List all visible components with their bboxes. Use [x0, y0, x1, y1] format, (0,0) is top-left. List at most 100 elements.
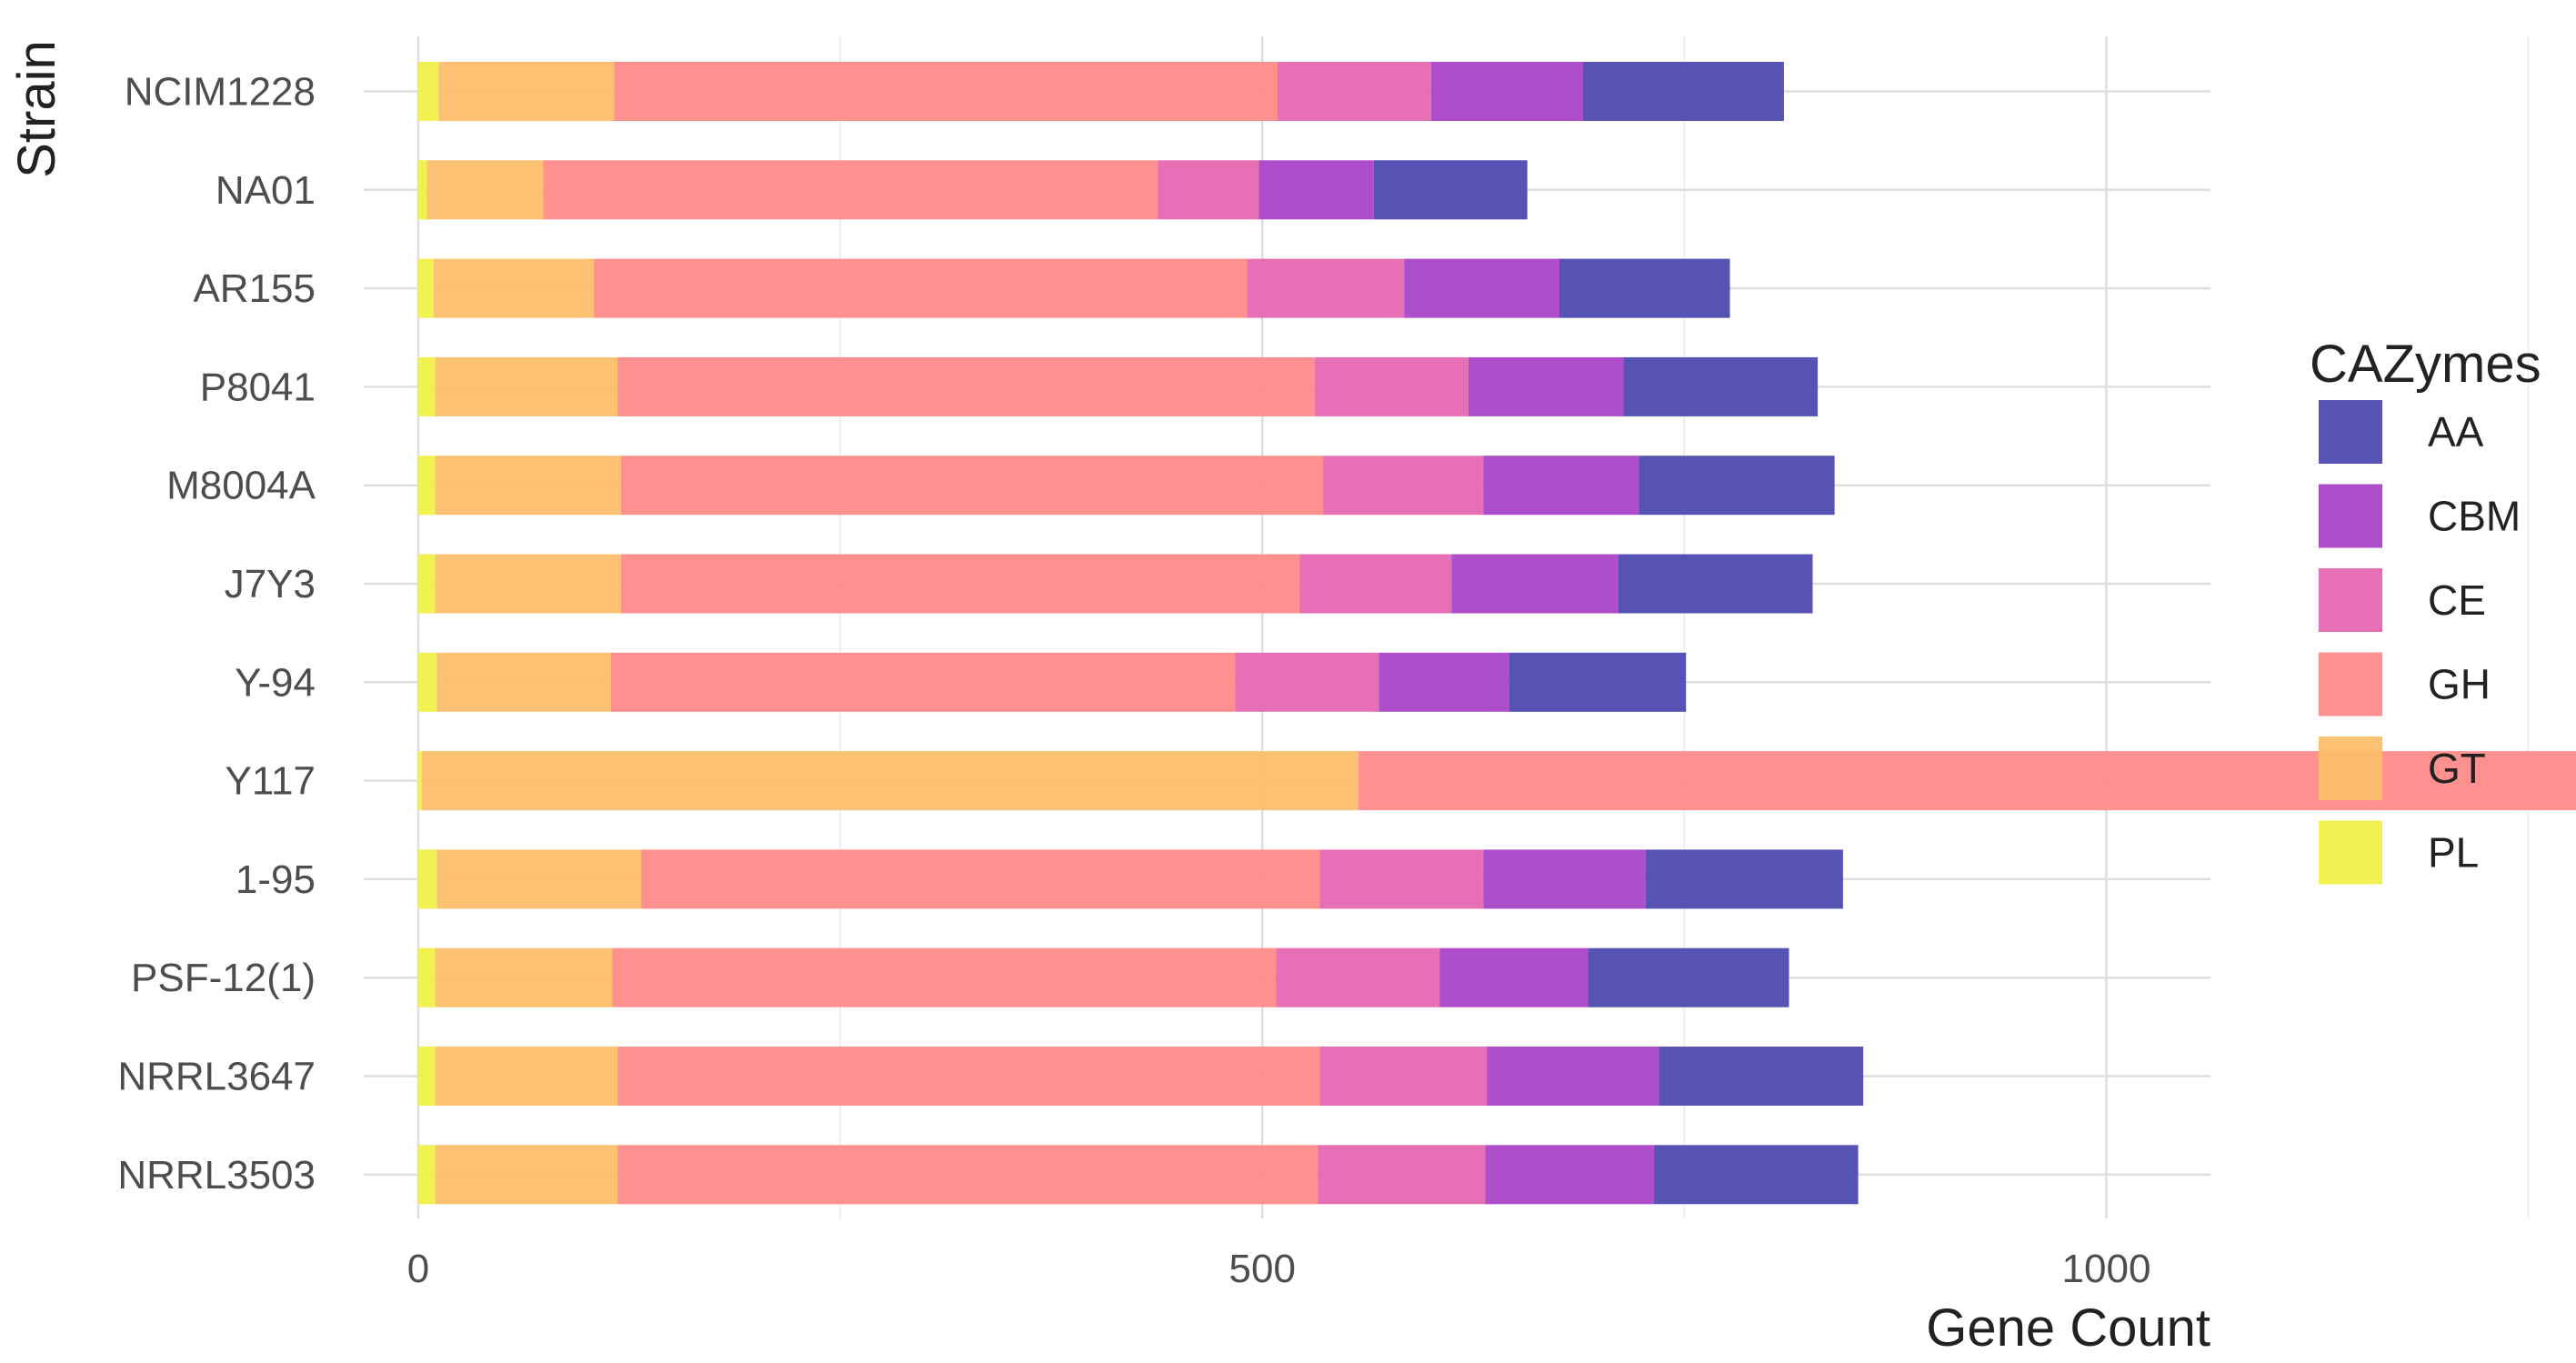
bar-segment-gh [620, 554, 1300, 614]
y-tick-label: AR155 [193, 266, 316, 311]
bar-segment-ce [1299, 554, 1452, 614]
legend-title: CAZymes [2310, 335, 2541, 394]
bar-segment-gt [421, 751, 1359, 811]
bar-segment-gh [641, 849, 1320, 909]
bar-segment-gt [436, 652, 611, 712]
y-tick-label: NA01 [216, 168, 316, 213]
y-tick-label: Y-94 [235, 660, 316, 705]
legend-label-pl: PL [2428, 829, 2479, 877]
bar-segment-gt [433, 258, 595, 318]
bar-segment-aa [1588, 947, 1789, 1007]
bar-segment-aa [1645, 849, 1843, 909]
bar-segment-gh [594, 258, 1248, 318]
legend-swatch-aa [2319, 400, 2382, 464]
y-tick-label: J7Y3 [225, 562, 316, 606]
bar-segment-ce [1314, 356, 1468, 416]
bar-segment-ce [1247, 258, 1405, 318]
bar-segment-gt [435, 456, 621, 516]
bar-segment-gh [617, 356, 1315, 416]
bar-segment-pl [418, 947, 436, 1007]
bar-segment-gh [612, 947, 1277, 1007]
bar-segment-pl [418, 554, 436, 614]
legend-swatch-ce [2319, 568, 2382, 632]
bar-segment-cbm [1451, 554, 1619, 614]
minor-gridlines [839, 36, 2530, 1218]
bar-segment-pl [418, 62, 439, 121]
bar-segment-cbm [1430, 62, 1583, 121]
bar-segment-aa [1659, 1047, 1864, 1106]
legend-label-cbm: CBM [2428, 493, 2521, 540]
bar-segment-cbm [1404, 258, 1559, 318]
bar-segment-aa [1373, 160, 1528, 220]
bar-segment-aa [1623, 356, 1819, 416]
legend-label-aa: AA [2428, 408, 2484, 456]
bar-segment-gt [435, 1047, 618, 1106]
y-tick-label: NRRL3503 [117, 1153, 316, 1198]
legend-swatch-cbm [2319, 484, 2382, 548]
bar-segment-pl [418, 258, 434, 318]
bar-segment-aa [1639, 456, 1835, 516]
bar-segment-gh [543, 160, 1158, 220]
bar-segment-gt [426, 160, 544, 220]
bar-segment-aa [1653, 1145, 1859, 1205]
bar-segment-cbm [1483, 849, 1646, 909]
bar-segment-cbm [1439, 947, 1589, 1007]
y-tick-label: 1-95 [236, 857, 316, 902]
legend-swatch-gh [2319, 652, 2382, 717]
bar-segment-gt [435, 947, 613, 1007]
y-tick-label: P8041 [200, 365, 316, 409]
bar-segment-ce [1319, 1047, 1488, 1106]
bar-segment-pl [418, 1145, 436, 1205]
bar-segment-ce [1319, 849, 1484, 909]
y-tick-label: PSF-12(1) [131, 956, 316, 1000]
bar-segment-pl [418, 849, 437, 909]
bar-segment-gh [614, 62, 1278, 121]
y-tick-label: Y117 [226, 759, 316, 804]
legend: CAZymes AA CBM CE GH GT PL [2310, 335, 2541, 885]
y-tick-label: NCIM1228 [125, 70, 316, 115]
bar-stacks [418, 62, 2576, 1205]
bar-segment-gt [435, 554, 621, 614]
bar-segment-pl [418, 1047, 436, 1106]
legend-label-ce: CE [2428, 576, 2486, 624]
bar-segment-ce [1318, 1145, 1486, 1205]
bar-segment-cbm [1487, 1047, 1659, 1106]
bar-segment-ce [1235, 652, 1379, 712]
bar-segment-cbm [1483, 456, 1639, 516]
x-axis-tick-labels: 0500100015002000 [407, 1247, 2151, 1291]
bar-segment-pl [418, 652, 437, 712]
bar-segment-ce [1277, 62, 1431, 121]
bar-segment-aa [1559, 258, 1730, 318]
bar-segment-pl [418, 160, 427, 220]
bar-segment-gt [438, 62, 615, 121]
bar-segment-ce [1158, 160, 1259, 220]
bar-segment-gt [436, 849, 642, 909]
x-tick-label: 500 [1229, 1247, 1296, 1291]
bar-segment-cbm [1468, 356, 1624, 416]
bar-segment-cbm [1258, 160, 1374, 220]
legend-label-gt: GT [2428, 745, 2486, 792]
bar-segment-gt [435, 356, 618, 416]
y-axis-title: Strain [7, 40, 66, 178]
bar-segment-gh [617, 1047, 1320, 1106]
y-axis-tick-labels: NCIM1228 NA01 AR155 P8041 M8004A J7Y3 Y-94 Y117… [117, 70, 316, 1198]
bar-segment-cbm [1378, 652, 1509, 712]
bar-segment-aa [1509, 652, 1687, 712]
bar-segment-aa [1618, 554, 1813, 614]
x-tick-label: 0 [407, 1247, 429, 1291]
bar-segment-gh [617, 1145, 1318, 1205]
bar-segment-pl [418, 751, 422, 811]
bar-segment-pl [418, 356, 436, 416]
legend-swatch-gt [2319, 737, 2382, 800]
y-tick-label: M8004A [166, 464, 316, 508]
bar-segment-cbm [1485, 1145, 1654, 1205]
x-axis-title: Gene Count [1926, 1298, 2210, 1358]
legend-swatch-pl [2319, 820, 2382, 885]
bar-segment-gt [435, 1145, 618, 1205]
bar-segment-ce [1276, 947, 1440, 1007]
legend-label-gh: GH [2428, 661, 2491, 708]
bar-segment-aa [1582, 62, 1784, 121]
x-tick-label: 1000 [2062, 1247, 2151, 1291]
bar-segment-ce [1323, 456, 1484, 516]
